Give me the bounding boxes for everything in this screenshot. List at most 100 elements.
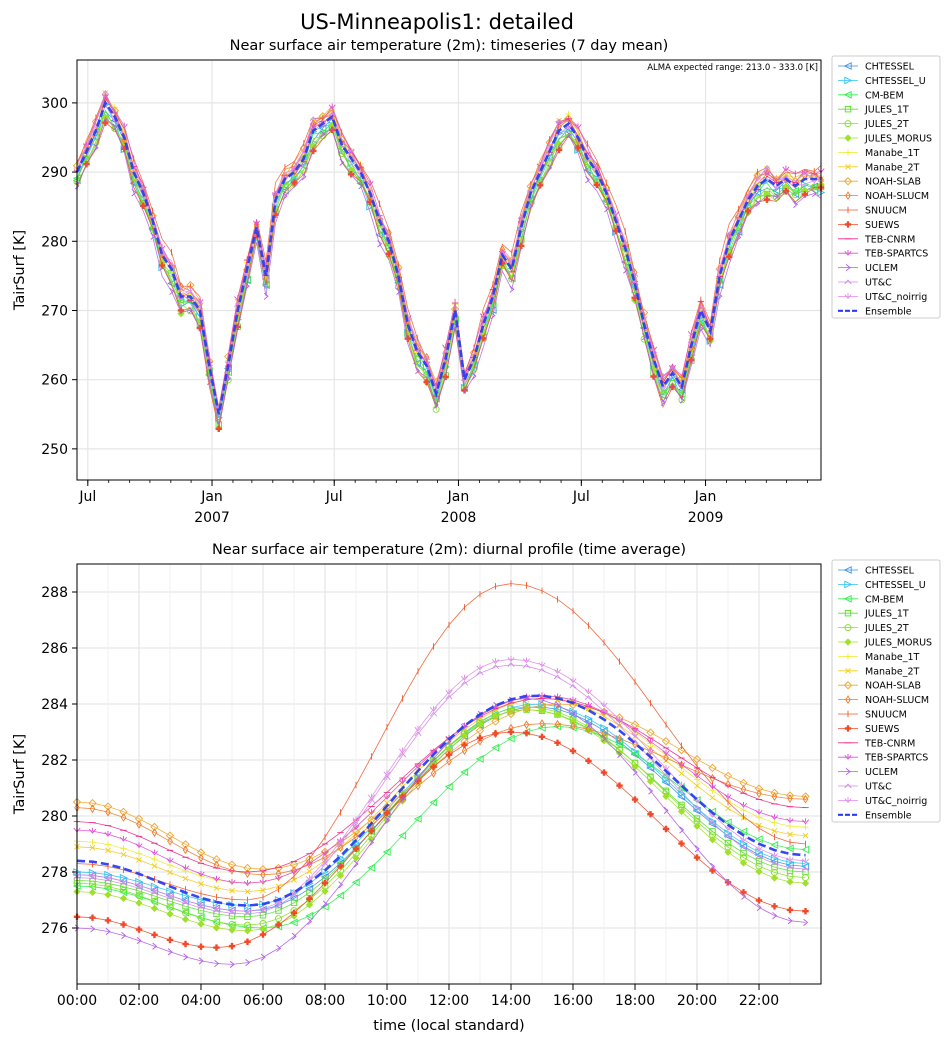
diurnal-point bbox=[771, 792, 778, 802]
timeseries-point bbox=[253, 219, 261, 226]
diurnal-point bbox=[756, 789, 762, 798]
diurnal-point bbox=[647, 811, 654, 818]
timeseries-point bbox=[226, 375, 231, 383]
diurnal-point bbox=[307, 917, 313, 926]
timeseries-point bbox=[328, 103, 336, 110]
diurnal-point bbox=[135, 926, 143, 933]
diurnal-point bbox=[616, 782, 623, 789]
timeseries-point bbox=[480, 335, 487, 342]
diurnal-point bbox=[289, 918, 298, 927]
timeseries-point bbox=[112, 123, 118, 131]
diurnal-xtick-label: 10:00 bbox=[367, 993, 407, 1009]
diurnal-point bbox=[166, 861, 174, 869]
diurnal-series-snuucm bbox=[76, 580, 806, 904]
diurnal-point bbox=[305, 884, 314, 893]
timeseries-point bbox=[272, 211, 279, 218]
timeseries-point bbox=[282, 192, 288, 200]
diurnal-ytick-label: 288 bbox=[41, 585, 68, 601]
diurnal-point bbox=[429, 706, 438, 712]
timeseries-point bbox=[812, 189, 817, 198]
diurnal-point bbox=[243, 927, 252, 935]
diurnal-point bbox=[181, 864, 190, 871]
legend-entry-chtessel: CHTESSEL bbox=[838, 566, 915, 577]
legend-label: JULES_2T bbox=[864, 119, 909, 130]
legend-label: JULES_1T bbox=[864, 105, 909, 116]
timeseries-point bbox=[744, 207, 752, 215]
timeseries-point bbox=[253, 232, 260, 239]
diurnal-point bbox=[802, 832, 809, 839]
diurnal-point bbox=[569, 717, 577, 725]
diurnal-ylabel: TairSurf [K] bbox=[12, 734, 28, 815]
diurnal-point bbox=[352, 854, 360, 862]
timeseries-point bbox=[471, 372, 477, 380]
timeseries-point bbox=[102, 119, 109, 126]
legend-label: CM-BEM bbox=[865, 594, 904, 605]
legend-entry-snuucm: SNUUCM bbox=[838, 206, 907, 217]
diurnal-ytick-label: 276 bbox=[41, 921, 68, 937]
diurnal-point bbox=[755, 845, 763, 852]
legend-entry-suews: SUEWS bbox=[838, 724, 899, 735]
diurnal-point bbox=[151, 931, 158, 939]
timeseries-point bbox=[698, 325, 704, 333]
diurnal-legend: CHTESSEL CHTESSEL_U CM-BEM JULES_1T JULES_2T… bbox=[831, 559, 941, 823]
diurnal-point bbox=[104, 891, 112, 899]
diurnal-point bbox=[166, 910, 174, 918]
timeseries-xtick-year: 2009 bbox=[688, 510, 724, 526]
diurnal-point bbox=[553, 668, 562, 674]
legend-entry-suews: SUEWS bbox=[838, 220, 899, 231]
diurnal-point bbox=[229, 887, 235, 894]
legend-marker bbox=[844, 76, 853, 85]
timeseries-point bbox=[423, 355, 431, 361]
timeseries-point bbox=[707, 335, 714, 343]
diurnal-point bbox=[74, 924, 80, 932]
timeseries-point bbox=[574, 123, 582, 130]
diurnal-point bbox=[786, 865, 794, 871]
diurnal-point bbox=[120, 845, 127, 852]
timeseries-point bbox=[244, 282, 250, 290]
diurnal-series-utandc bbox=[73, 662, 810, 917]
diurnal-point bbox=[709, 794, 716, 801]
diurnal-point bbox=[584, 695, 593, 700]
diurnal-point bbox=[785, 844, 794, 853]
diurnal-point bbox=[569, 747, 577, 755]
legend-label: CHTESSEL bbox=[865, 566, 915, 577]
diurnal-xtick-label: 12:00 bbox=[429, 993, 469, 1009]
diurnal-point bbox=[584, 701, 593, 708]
diurnal-point bbox=[182, 875, 189, 882]
timeseries-point bbox=[120, 122, 128, 129]
diurnal-point bbox=[429, 711, 438, 717]
diurnal-point bbox=[677, 807, 686, 816]
diurnal-xtick-label: 14:00 bbox=[491, 993, 531, 1009]
timeseries-ytick-label: 260 bbox=[41, 373, 68, 389]
diurnal-point bbox=[568, 700, 578, 710]
legend-label: CHTESSEL bbox=[865, 62, 915, 73]
diurnal-point bbox=[104, 917, 112, 924]
diurnal-point bbox=[336, 838, 345, 844]
diurnal-point bbox=[663, 753, 669, 763]
diurnal-point bbox=[679, 826, 685, 834]
diurnal-point bbox=[229, 865, 235, 875]
diurnal-point bbox=[632, 768, 638, 776]
diurnal-point bbox=[150, 904, 159, 913]
diurnal-point bbox=[507, 728, 515, 736]
diurnal-point bbox=[723, 818, 732, 827]
timeseries-point bbox=[196, 299, 204, 305]
diurnal-point bbox=[786, 878, 794, 886]
diurnal-point bbox=[88, 872, 97, 879]
diurnal-point bbox=[771, 828, 778, 834]
diurnal-point bbox=[553, 711, 562, 719]
diurnal-point bbox=[740, 784, 747, 794]
legend-label: NOAH-SLAB bbox=[865, 177, 921, 188]
diurnal-point bbox=[662, 772, 670, 778]
timeseries-point bbox=[93, 144, 99, 152]
legend-label: JULES_2T bbox=[864, 623, 909, 634]
legend-marker bbox=[843, 566, 852, 574]
diurnal-point bbox=[523, 730, 530, 737]
diurnal-point bbox=[305, 875, 314, 881]
legend-entry-teb-spartcs: TEB-SPARTCS bbox=[838, 753, 928, 764]
legend-entry-jules-1t: JULES_1T bbox=[838, 105, 909, 116]
timeseries-point bbox=[725, 253, 733, 260]
timeseries-series-ensemble bbox=[75, 100, 821, 415]
diurnal-point bbox=[694, 782, 700, 789]
